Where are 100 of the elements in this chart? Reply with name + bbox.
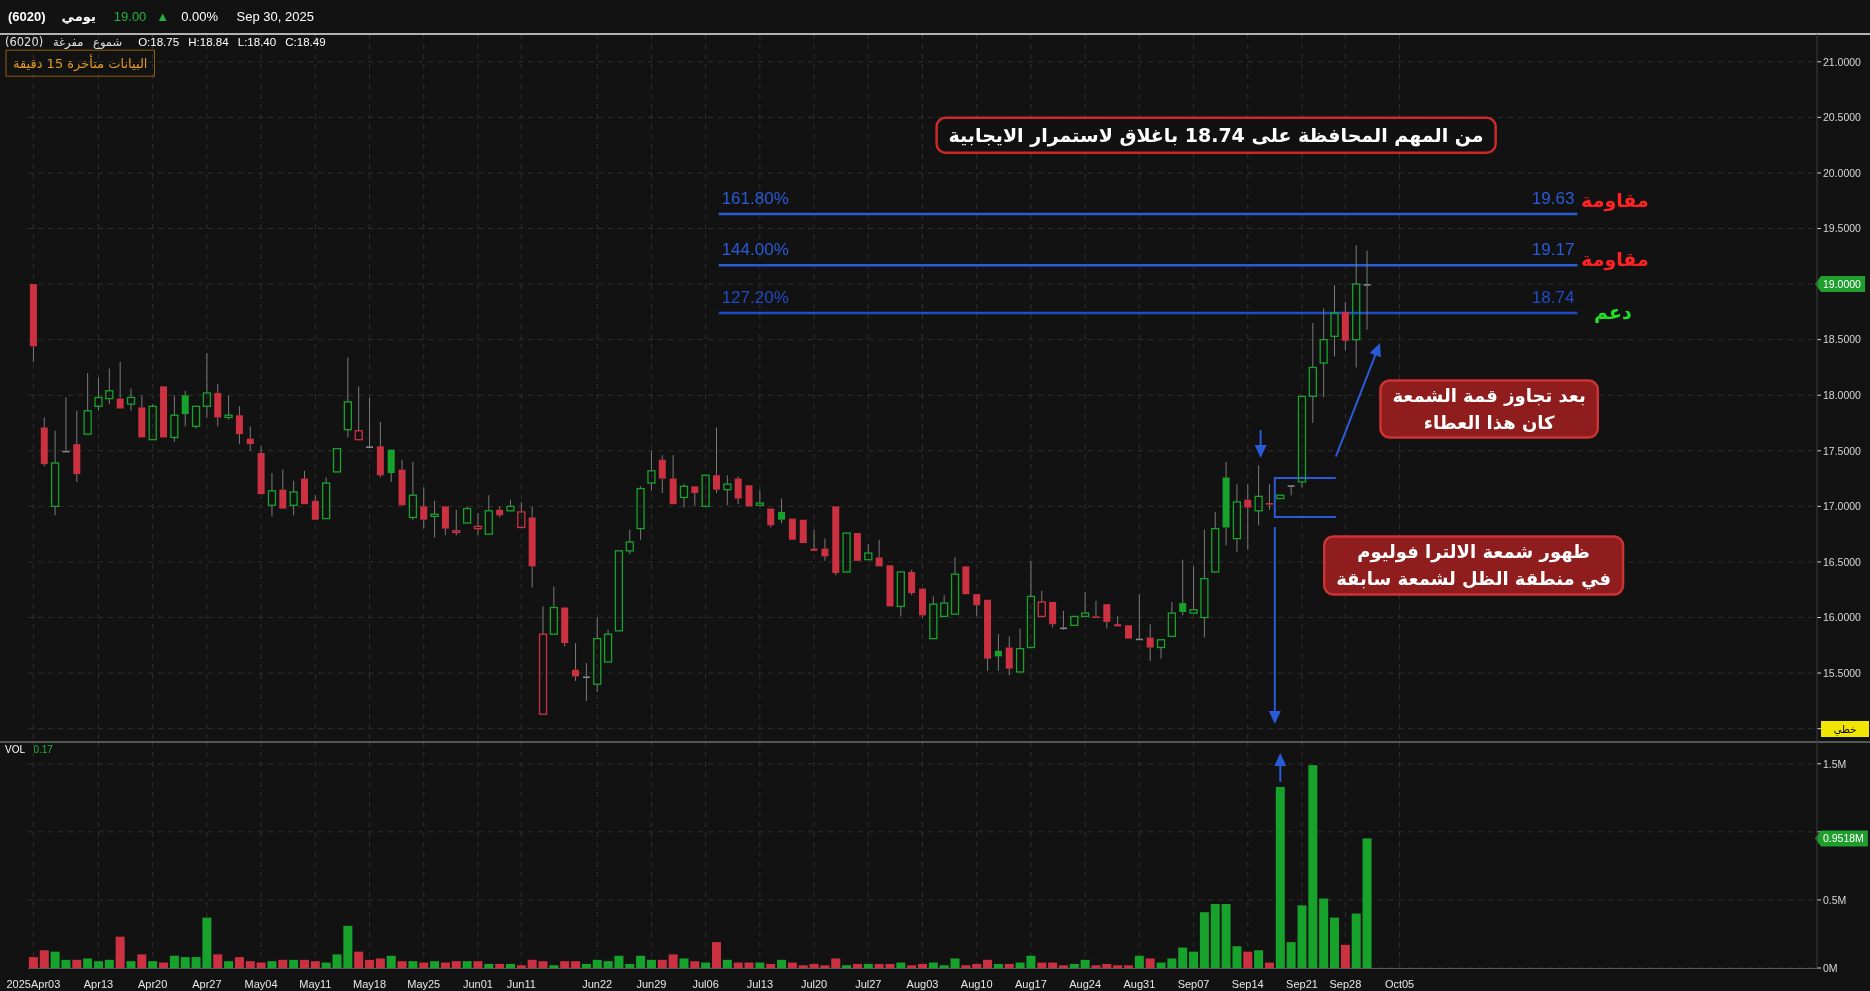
candlestick	[1352, 244, 1361, 368]
annotation: 161.80%	[721, 189, 789, 209]
candlestick	[1363, 250, 1371, 331]
candlestick	[799, 519, 807, 544]
bar	[93, 961, 103, 968]
y-tick-label: 19.5000	[1823, 222, 1862, 235]
x-tick-label: Apr13	[83, 977, 114, 990]
text: يومي	[61, 8, 96, 24]
bar	[245, 961, 255, 968]
candlestick	[191, 405, 201, 430]
bar	[473, 961, 483, 968]
bar	[462, 961, 472, 968]
candlestick	[1308, 322, 1317, 424]
y-tick-label: 21.0000	[1823, 55, 1862, 68]
bar	[928, 962, 938, 968]
annotation: مقاومة	[1581, 188, 1649, 212]
bar	[722, 959, 732, 968]
candlestick	[821, 538, 829, 562]
candlestick	[919, 588, 926, 619]
bar	[224, 961, 234, 968]
bar	[39, 950, 49, 968]
candlestick	[1232, 483, 1242, 553]
text: 0.00%	[181, 8, 219, 24]
ref-line-label: 19.63	[1531, 189, 1575, 209]
y-tick-label: 18.5000	[1823, 333, 1862, 346]
annotation: البيانات متأخرة 15 دقيقة	[13, 54, 148, 73]
candlestick	[962, 566, 970, 595]
bar	[1319, 898, 1329, 968]
bar	[679, 958, 689, 968]
bar	[571, 961, 581, 968]
candlestick	[496, 505, 504, 518]
bar	[527, 959, 537, 968]
x-tick-label: Sep28	[1329, 977, 1362, 990]
candlestick	[387, 449, 395, 483]
candlestick	[170, 394, 179, 443]
candlestick	[549, 585, 559, 635]
bar	[766, 963, 776, 968]
annotation: ظهور شمعة الالترا فوليوم في منطقة الظل لشمعة سابقة	[1336, 541, 1612, 590]
candlestick	[420, 486, 428, 530]
bar	[169, 955, 179, 968]
candlestick	[235, 405, 243, 445]
candlestick	[1103, 604, 1111, 630]
bar	[28, 957, 38, 968]
candlestick	[842, 532, 851, 573]
bar	[1254, 950, 1264, 968]
candlestick	[1319, 308, 1328, 398]
bar	[1134, 955, 1144, 968]
annotation: 0.17	[33, 743, 54, 755]
bar	[1145, 958, 1155, 968]
candlestick	[1265, 483, 1273, 511]
candlestick	[40, 416, 48, 467]
bar	[1058, 965, 1068, 968]
bar	[1264, 962, 1274, 968]
candlestick	[745, 485, 753, 507]
candlestick	[246, 425, 254, 452]
bar	[592, 959, 602, 968]
y-tick-label: 16.0000	[1823, 611, 1862, 624]
candlestick	[647, 450, 656, 492]
bar	[516, 965, 526, 968]
bar	[842, 965, 852, 968]
candlestick	[767, 508, 775, 528]
x-tick-label: Jul13	[746, 977, 774, 990]
bar	[798, 965, 808, 968]
candlestick	[1276, 494, 1285, 500]
y-tick-label: 0M	[1823, 961, 1838, 974]
x-tick-label: Sep07	[1177, 977, 1210, 990]
candlestick	[1146, 623, 1154, 662]
candlestick	[73, 410, 81, 483]
bar	[137, 954, 147, 968]
y-tick-label: 17.0000	[1823, 500, 1862, 513]
bar	[440, 962, 450, 968]
ref-line-label: 18.74	[1531, 288, 1575, 308]
text: (6020)	[8, 8, 46, 24]
bar	[104, 959, 114, 968]
candlestick	[311, 494, 319, 520]
candlestick	[430, 500, 439, 538]
candlestick	[1287, 485, 1295, 496]
bar	[289, 959, 299, 968]
candlestick	[1341, 301, 1349, 352]
x-tick-label: May04	[244, 977, 278, 990]
candlestick	[973, 594, 981, 617]
bar	[907, 965, 917, 968]
candlestick	[83, 372, 92, 435]
candlestick	[1179, 559, 1187, 616]
x-tick-label: Aug17	[1015, 977, 1047, 990]
bar	[939, 965, 949, 968]
bar	[1178, 947, 1188, 968]
candlestick	[582, 662, 590, 702]
candlestick	[116, 361, 124, 409]
candlestick	[1049, 601, 1057, 629]
candlestick	[332, 447, 342, 473]
candlestick	[94, 376, 103, 412]
x-tick-label: Jul27	[855, 977, 882, 990]
bar	[1048, 962, 1058, 968]
y-tick-label: 0.5M	[1823, 893, 1847, 906]
x-tick-label: Aug03	[906, 977, 939, 990]
candlestick	[366, 396, 374, 448]
bar	[321, 962, 331, 968]
bar	[419, 962, 429, 968]
candlestick	[473, 512, 483, 536]
